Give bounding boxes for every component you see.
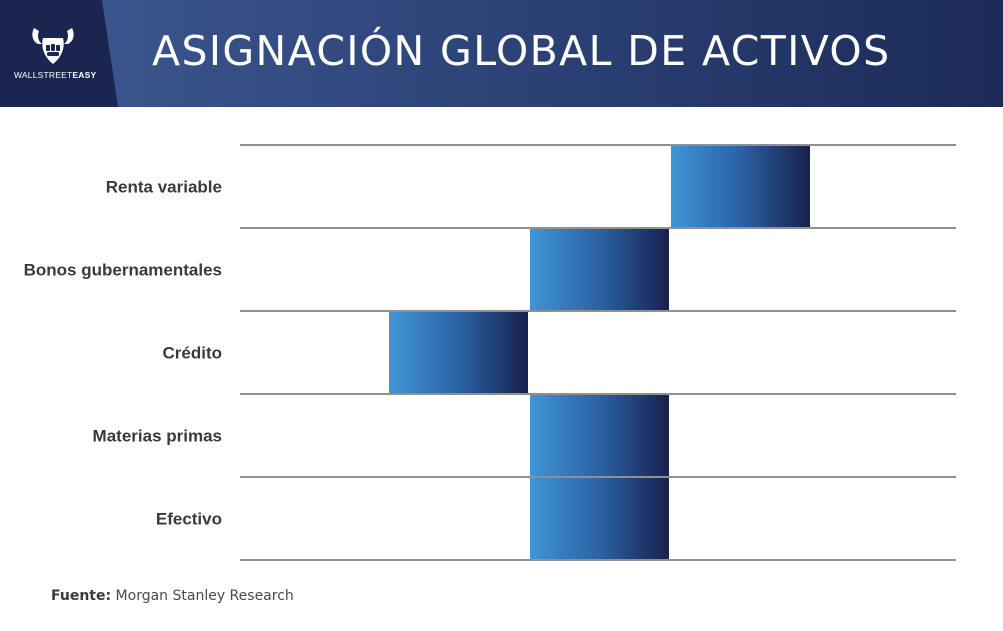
- bar-3: [530, 395, 669, 476]
- category-label-0: Renta variable: [106, 178, 222, 197]
- logo-wordmark-bold: EASY: [72, 70, 97, 80]
- category-label-4: Efectivo: [156, 510, 222, 529]
- header-banner: WALLSTREETEASY ASIGNACIÓN GLOBAL DE ACTI…: [0, 0, 1003, 107]
- category-label-1: Bonos gubernamentales: [24, 261, 222, 280]
- source-text: Morgan Stanley Research: [115, 588, 294, 604]
- page-title: ASIGNACIÓN GLOBAL DE ACTIVOS: [152, 27, 891, 75]
- allocation-chart-svg: Renta variable Bonos gubernamentales Crédi…: [24, 144, 956, 561]
- allocation-chart: Renta variable Bonos gubernamentales Crédi…: [0, 107, 1003, 577]
- bar-1: [530, 229, 669, 310]
- logo-wordmark-regular: WALLSTREET: [14, 70, 73, 80]
- category-labels: Renta variable Bonos gubernamentales Crédi…: [24, 178, 222, 529]
- source-note: Fuente: Morgan Stanley Research: [51, 588, 294, 604]
- logo-panel: WALLSTREETEASY: [0, 0, 118, 107]
- bar-4: [530, 478, 669, 559]
- category-label-3: Materias primas: [93, 427, 222, 446]
- bar-0: [671, 146, 810, 227]
- logo-wordmark: WALLSTREETEASY: [14, 70, 96, 80]
- bull-head-fist-icon: [32, 28, 74, 64]
- bar-2: [389, 312, 528, 393]
- category-label-2: Crédito: [163, 344, 223, 363]
- source-label: Fuente:: [51, 588, 112, 604]
- row-gridlines: [240, 144, 956, 561]
- bars: [389, 146, 810, 559]
